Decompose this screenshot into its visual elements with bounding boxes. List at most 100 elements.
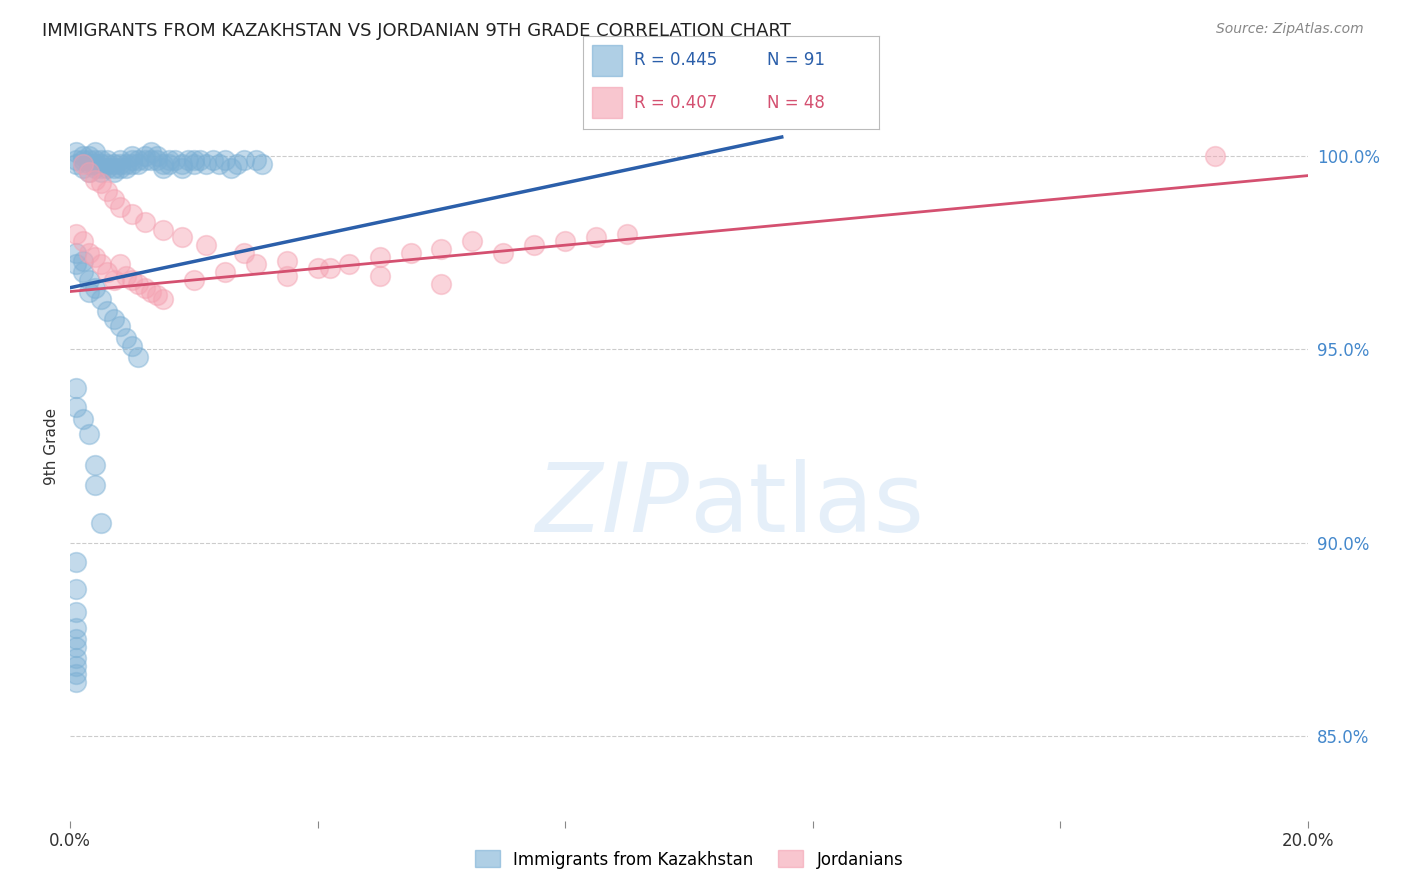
Point <box>65 582 87 596</box>
Bar <box>592 45 621 76</box>
Point <box>96 184 118 198</box>
Point <box>139 153 162 168</box>
Point <box>84 280 107 294</box>
Bar <box>592 87 621 118</box>
Text: N = 91: N = 91 <box>766 52 824 70</box>
Point <box>208 157 231 171</box>
Point <box>108 161 131 175</box>
Point <box>65 674 87 689</box>
Point <box>188 153 211 168</box>
Point <box>170 230 193 244</box>
Point <box>368 250 391 264</box>
Point <box>72 412 94 426</box>
Point <box>90 157 112 171</box>
Point <box>232 246 254 260</box>
Point <box>96 153 118 168</box>
Point <box>554 235 576 249</box>
Point <box>127 157 149 171</box>
Point <box>96 157 118 171</box>
Text: ZIP: ZIP <box>536 459 689 552</box>
Point <box>90 161 112 175</box>
Point <box>65 605 87 619</box>
Point <box>121 338 143 352</box>
Point <box>65 555 87 569</box>
Point <box>90 177 112 191</box>
Point <box>152 292 174 306</box>
Point <box>84 477 107 491</box>
Point <box>219 161 242 175</box>
Point <box>108 153 131 168</box>
Point <box>214 265 236 279</box>
Text: Source: ZipAtlas.com: Source: ZipAtlas.com <box>1216 22 1364 37</box>
Point <box>90 516 112 531</box>
Point <box>250 157 273 171</box>
Point <box>430 242 453 256</box>
Point <box>103 273 125 287</box>
Point <box>195 157 218 171</box>
Point <box>157 157 180 171</box>
Point <box>77 153 100 168</box>
Point <box>115 157 138 171</box>
Point <box>90 257 112 271</box>
Point <box>461 235 484 249</box>
Point <box>177 153 200 168</box>
Point <box>65 621 87 635</box>
Point <box>226 157 249 171</box>
Point <box>152 161 174 175</box>
Point <box>319 261 342 276</box>
Point <box>368 268 391 283</box>
Point <box>84 161 107 175</box>
Point <box>139 285 162 299</box>
Point <box>84 250 107 264</box>
Point <box>195 238 218 252</box>
Point <box>77 285 100 299</box>
Point <box>65 257 87 271</box>
Point <box>103 157 125 171</box>
Point <box>77 273 100 287</box>
Point <box>65 640 87 654</box>
Point <box>121 157 143 171</box>
Point <box>183 157 205 171</box>
Point <box>84 157 107 171</box>
Point <box>152 223 174 237</box>
Point <box>65 145 87 160</box>
Point <box>84 145 107 160</box>
Point <box>134 215 156 229</box>
Point <box>115 161 138 175</box>
Text: IMMIGRANTS FROM KAZAKHSTAN VS JORDANIAN 9TH GRADE CORRELATION CHART: IMMIGRANTS FROM KAZAKHSTAN VS JORDANIAN … <box>42 22 792 40</box>
Point <box>170 161 193 175</box>
Point <box>276 268 298 283</box>
Point <box>134 149 156 163</box>
Point <box>96 303 118 318</box>
Point <box>245 153 267 168</box>
Point <box>165 153 187 168</box>
Point <box>65 153 87 168</box>
Point <box>134 153 156 168</box>
Point <box>152 157 174 171</box>
Point <box>77 165 100 179</box>
Point <box>170 157 193 171</box>
Point <box>72 149 94 163</box>
Point <box>146 153 169 168</box>
Point <box>585 230 607 244</box>
Point <box>103 161 125 175</box>
Point <box>115 268 138 283</box>
Point <box>127 153 149 168</box>
Point <box>108 319 131 334</box>
Point <box>65 157 87 171</box>
Point <box>72 265 94 279</box>
Point <box>121 149 143 163</box>
Point <box>616 227 638 241</box>
Point <box>399 246 422 260</box>
Point <box>72 235 94 249</box>
Point <box>201 153 224 168</box>
Text: N = 48: N = 48 <box>766 94 824 112</box>
Point <box>84 172 107 186</box>
Point <box>65 227 87 241</box>
Point <box>134 280 156 294</box>
Point <box>121 207 143 221</box>
Point <box>214 153 236 168</box>
Point <box>103 311 125 326</box>
Point <box>90 165 112 179</box>
Point <box>183 273 205 287</box>
